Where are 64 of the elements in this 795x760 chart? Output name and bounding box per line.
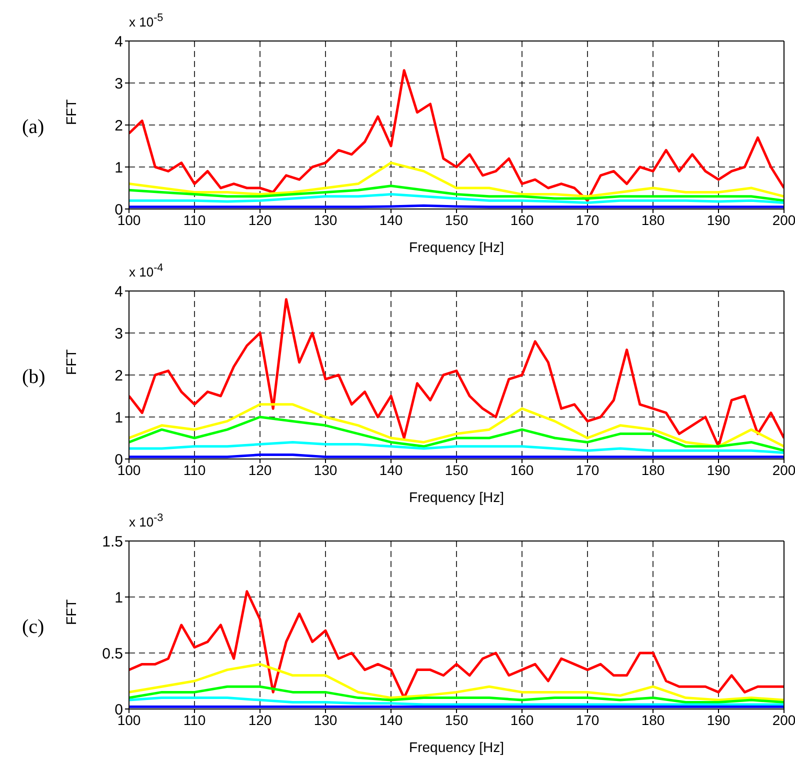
line-series	[129, 416, 784, 452]
line-series	[129, 696, 784, 706]
x-tick-label: 180	[641, 462, 665, 478]
x-tick-label: 110	[183, 712, 206, 728]
x-tick-label: 190	[706, 712, 730, 728]
y-axis-title: FFT	[62, 598, 79, 625]
text: (a)	[22, 116, 44, 139]
x-tick-label: 190	[706, 212, 730, 228]
x-tick-label: 160	[510, 462, 534, 478]
text: (c)	[22, 616, 44, 639]
x-axis-title: Frequency [Hz]	[409, 239, 504, 255]
x-tick-label: 200	[772, 462, 795, 478]
y-tick-label: 3	[114, 325, 123, 342]
x-tick-label: 160	[510, 712, 534, 728]
text: x 10$^{-5}$	[129, 12, 164, 30]
x-tick-label: 160	[510, 212, 534, 228]
x-axis-title: Frequency [Hz]	[409, 489, 504, 505]
x-tick-label: 200	[772, 712, 795, 728]
x-tick-label: 180	[641, 712, 665, 728]
x-axis-title: Frequency [Hz]	[409, 739, 504, 755]
x-tick-label: 140	[379, 212, 403, 228]
line-series	[129, 440, 784, 454]
x-tick-label: 130	[314, 462, 338, 478]
x-tick-label: 180	[641, 212, 665, 228]
y-tick-label: 1.5	[102, 533, 123, 550]
line-series	[129, 403, 784, 448]
x-tick-label: 190	[706, 462, 730, 478]
line-series	[129, 162, 784, 198]
x-tick-label: 170	[576, 712, 600, 728]
text: (b)	[22, 366, 46, 389]
y-axis-title: FFT	[62, 348, 79, 375]
y-tick-label: 1	[114, 589, 123, 606]
x-tick-label: 140	[379, 712, 403, 728]
line-series	[129, 69, 784, 202]
x-tick-label: 110	[183, 212, 206, 228]
y-tick-label: 0.5	[102, 645, 123, 662]
line-series	[129, 184, 784, 202]
line-series	[129, 685, 784, 704]
y-axis-title: FFT	[62, 98, 79, 125]
y-tick-label: 3	[114, 75, 123, 92]
y-tick-label: 2	[114, 117, 123, 134]
x-tick-label: 200	[772, 212, 795, 228]
line-series	[129, 193, 784, 204]
x-tick-label: 170	[576, 462, 600, 478]
x-tick-label: 130	[314, 712, 338, 728]
x-tick-label: 110	[183, 462, 206, 478]
x-tick-label: 150	[444, 712, 468, 728]
x-tick-label: 130	[314, 212, 338, 228]
line-series	[129, 298, 784, 448]
x-tick-label: 120	[248, 712, 272, 728]
y-tick-label: 4	[114, 283, 123, 300]
text: x 10$^{-3}$	[129, 512, 164, 530]
x-tick-label: 120	[248, 212, 272, 228]
x-tick-label: 140	[379, 462, 403, 478]
y-tick-label: 1	[114, 409, 123, 426]
x-tick-label: 150	[444, 212, 468, 228]
y-tick-label: 4	[114, 33, 123, 50]
line-series	[129, 662, 784, 702]
x-tick-label: 170	[576, 212, 600, 228]
x-tick-label: 120	[248, 462, 272, 478]
x-tick-label: 150	[444, 462, 468, 478]
y-tick-label: 2	[114, 367, 123, 384]
y-tick-label: 1	[114, 159, 123, 176]
text: x 10$^{-4}$	[129, 262, 164, 280]
